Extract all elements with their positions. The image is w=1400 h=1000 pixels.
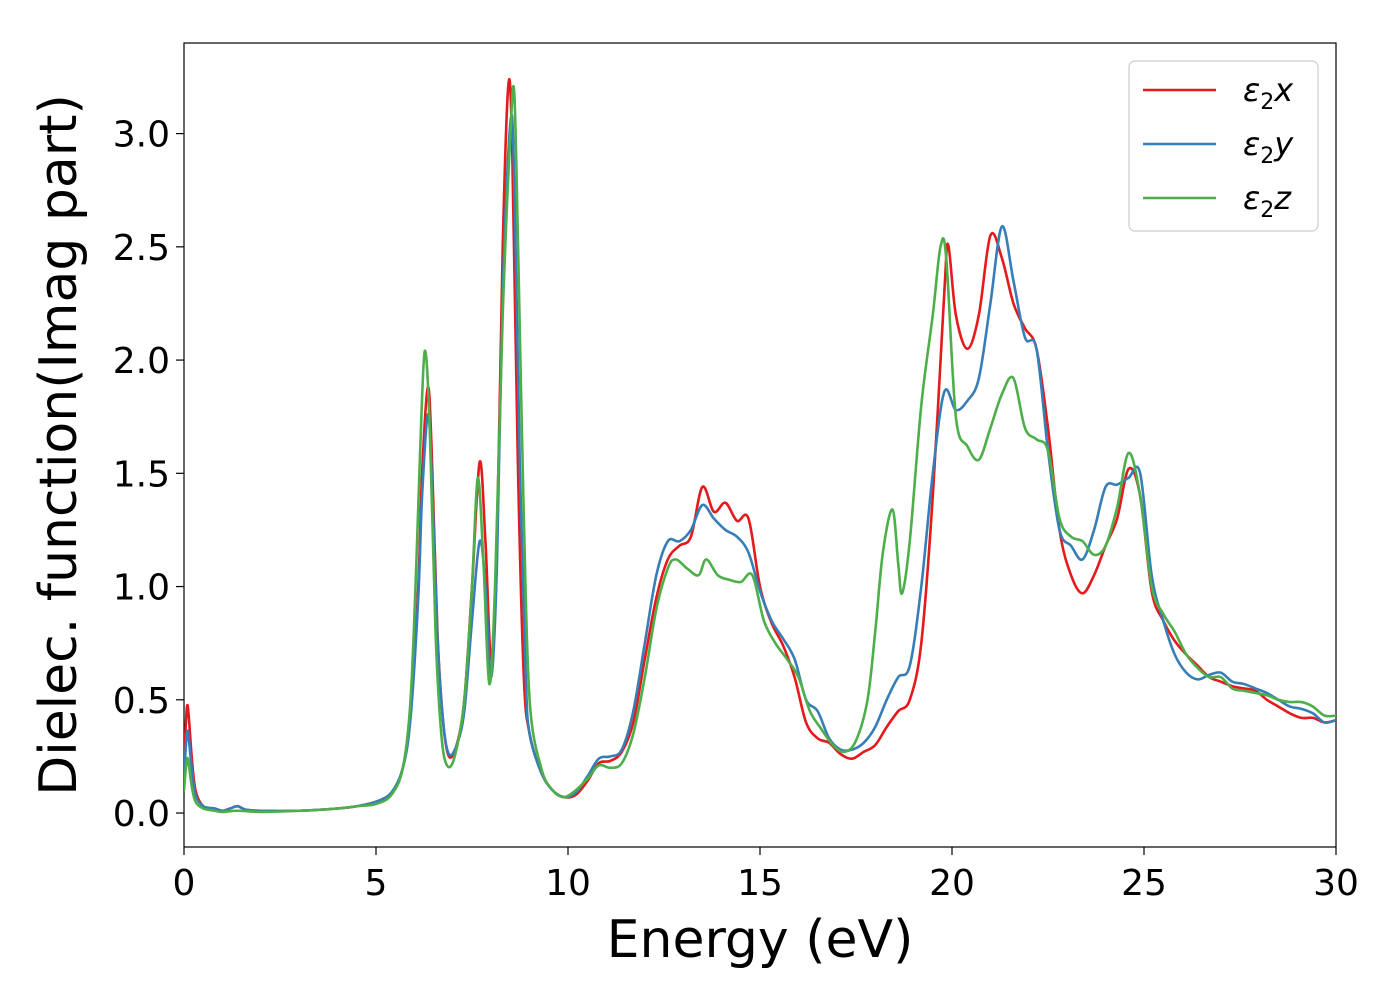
legend-box [1128,60,1319,232]
legend-label-3: ε2z [1243,179,1292,223]
series-line-2 [184,113,1336,813]
legend-label-2: ε2y [1243,125,1294,169]
y-tick-label: 1.0 [113,568,170,609]
y-tick-label: 3.0 [113,115,170,156]
y-axis-ticks: 0.0 0.5 1.0 1.5 2.0 2.5 3.0 [113,115,184,835]
x-tick-label: 15 [737,863,783,904]
x-tick-label: 30 [1313,863,1359,904]
legend: ε2x ε2y ε2z [1128,60,1319,232]
series-layer [184,78,1336,814]
y-tick-label: 0.5 [113,681,170,722]
x-axis-ticks: 0 5 10 15 20 25 30 [173,847,1359,904]
legend-entries: ε2x ε2y ε2z [1143,71,1294,223]
x-tick-label: 5 [365,863,388,904]
y-axis-label: Dielec. function(Imag part) [29,94,89,796]
y-tick-label: 2.0 [113,341,170,382]
x-axis-label: Energy (eV) [607,910,914,970]
legend-label-1: ε2x [1243,71,1294,115]
y-tick-label: 0.0 [113,794,170,835]
x-tick-label: 0 [173,863,196,904]
x-tick-label: 25 [1121,863,1167,904]
x-tick-label: 20 [929,863,975,904]
series-line-3 [184,84,1336,814]
y-tick-label: 1.5 [113,454,170,495]
y-tick-label: 2.5 [113,228,170,269]
x-tick-label: 10 [545,863,591,904]
